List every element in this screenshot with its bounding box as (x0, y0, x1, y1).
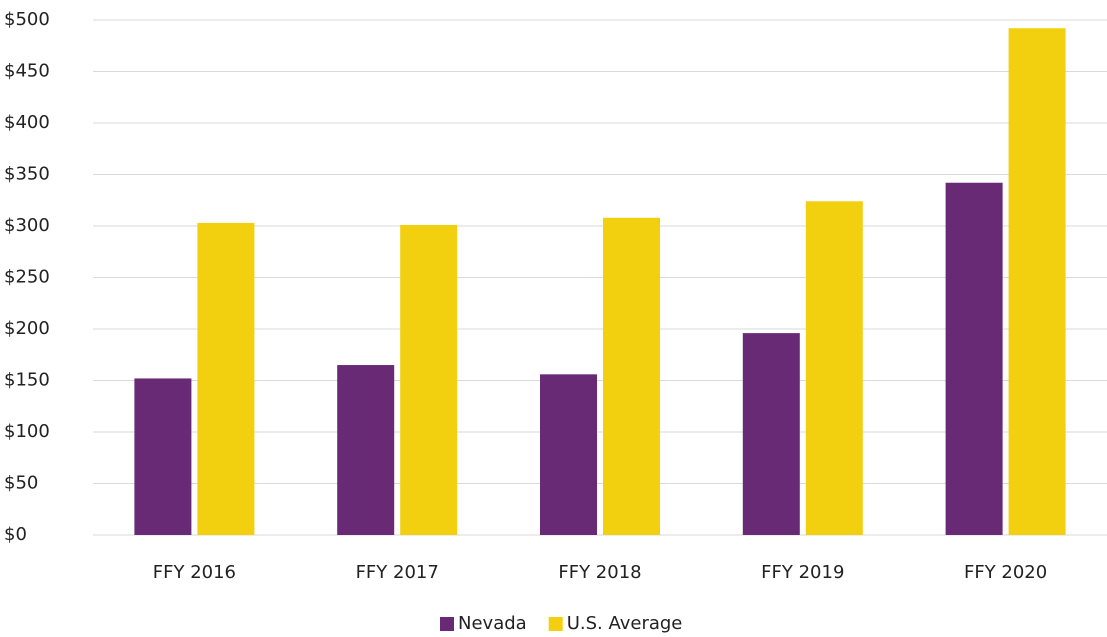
y-tick-label: $200 (4, 318, 50, 339)
y-tick-label: $0 (4, 524, 27, 545)
bar (337, 365, 395, 535)
bar (805, 201, 863, 535)
x-tick-label: FFY 2017 (356, 562, 439, 583)
y-tick-label: $350 (4, 164, 50, 185)
bar (540, 374, 597, 535)
y-tick-label: $450 (4, 61, 50, 82)
legend-label: Nevada (458, 613, 527, 634)
bar (742, 333, 800, 535)
y-tick-label: $150 (4, 370, 50, 391)
bar (134, 378, 192, 535)
legend-swatch (548, 617, 563, 631)
x-tick-label: FFY 2018 (558, 562, 641, 583)
y-tick-label: $100 (4, 421, 50, 442)
bar (197, 222, 255, 535)
y-tick-label: $400 (4, 112, 50, 133)
bar (400, 224, 458, 535)
x-tick-label: FFY 2019 (761, 562, 844, 583)
y-tick-label: $50 (4, 473, 38, 494)
y-tick-label: $500 (4, 9, 50, 30)
bar (1008, 28, 1066, 536)
y-tick-label: $300 (4, 215, 50, 236)
x-tick-label: FFY 2020 (964, 562, 1047, 583)
bar (603, 217, 660, 535)
bar (945, 182, 1003, 536)
legend-label: U.S. Average (567, 613, 683, 634)
y-tick-label: $250 (4, 267, 50, 288)
legend-swatch (440, 617, 454, 631)
x-tick-label: FFY 2016 (153, 562, 236, 583)
